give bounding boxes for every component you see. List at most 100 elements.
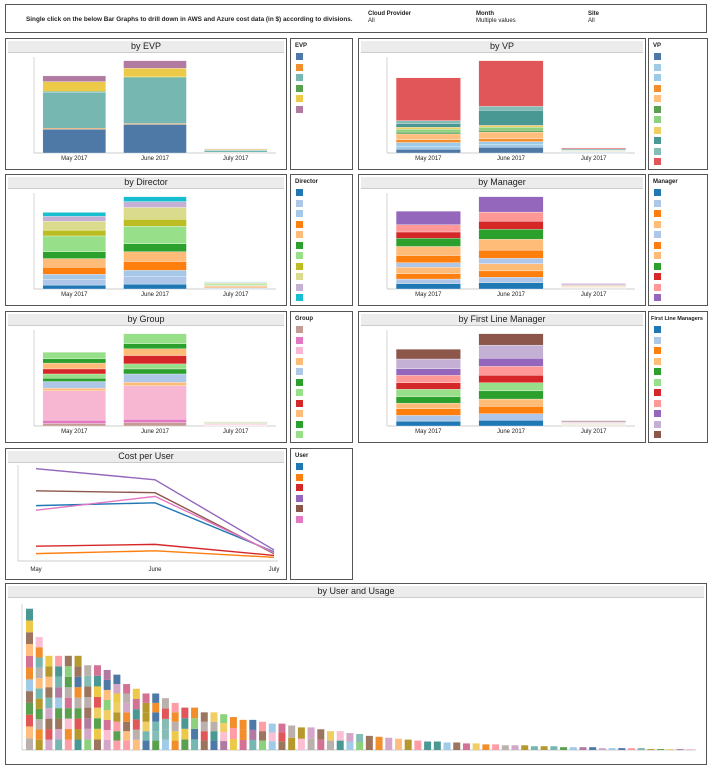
bar-segment[interactable] (26, 679, 33, 692)
bar-segment[interactable] (45, 655, 53, 667)
bar-segment[interactable] (346, 733, 354, 742)
bar-segment[interactable] (55, 729, 63, 740)
legend-swatch[interactable] (654, 189, 661, 196)
bar-segment[interactable] (395, 133, 461, 140)
bar-segment[interactable] (113, 684, 121, 694)
bar-segment[interactable] (26, 738, 33, 750)
bar-segment[interactable] (478, 106, 544, 111)
bar-segment[interactable] (35, 647, 43, 658)
bar-segment[interactable] (249, 739, 257, 750)
bar-segment[interactable] (268, 732, 276, 742)
bar-segment[interactable] (42, 229, 106, 237)
bar-segment[interactable] (35, 719, 43, 730)
bar-segment[interactable] (395, 123, 461, 128)
bar-segment[interactable] (288, 725, 296, 738)
bar-segment[interactable] (132, 688, 140, 699)
series-line[interactable] (35, 543, 275, 557)
bar-segment[interactable] (414, 740, 422, 750)
legend-swatch[interactable] (296, 420, 303, 428)
bar-segment[interactable] (55, 739, 63, 750)
bar-segment[interactable] (84, 707, 92, 719)
bar-segment[interactable] (132, 739, 140, 750)
legend-swatch[interactable] (654, 105, 661, 113)
bar-segment[interactable] (394, 738, 402, 750)
bar-segment[interactable] (123, 124, 187, 154)
bar-segment[interactable] (123, 712, 131, 722)
legend-swatch[interactable] (654, 231, 661, 238)
bar-segment[interactable] (395, 238, 461, 247)
bar-segment[interactable] (42, 388, 106, 391)
bar-segment[interactable] (478, 239, 544, 251)
bar-segment[interactable] (540, 746, 548, 750)
bar-segment[interactable] (395, 131, 461, 135)
bar-segment[interactable] (42, 216, 106, 222)
bar-segment[interactable] (35, 667, 43, 679)
bar-segment[interactable] (64, 687, 72, 698)
bar-segment[interactable] (42, 91, 106, 129)
bar-segment[interactable] (123, 201, 187, 208)
bar-segment[interactable] (123, 276, 187, 285)
bar-segment[interactable] (171, 731, 179, 741)
bar-segment[interactable] (200, 731, 208, 741)
bar-segment[interactable] (123, 68, 187, 78)
bar-segment[interactable] (204, 150, 268, 153)
bar-segment[interactable] (239, 739, 247, 750)
bar-segment[interactable] (132, 698, 140, 710)
bar-segment[interactable] (676, 749, 684, 750)
bar-segment[interactable] (45, 666, 53, 677)
bar-segment[interactable] (45, 708, 53, 719)
bar-segment[interactable] (103, 699, 111, 710)
stacked-bar-chart[interactable] (6, 312, 288, 444)
legend-swatch[interactable] (654, 95, 661, 102)
bar-segment[interactable] (45, 729, 53, 740)
legend-swatch[interactable] (654, 283, 661, 291)
bar-segment[interactable] (478, 333, 544, 346)
legend-swatch[interactable] (296, 273, 303, 280)
bar-segment[interactable] (93, 739, 101, 750)
bar-segment[interactable] (123, 251, 187, 262)
legend-swatch[interactable] (654, 220, 661, 228)
bar-segment[interactable] (686, 749, 694, 750)
bar-segment[interactable] (123, 355, 187, 365)
bar-segment[interactable] (478, 282, 544, 290)
bar-segment[interactable] (55, 718, 63, 730)
bar-segment[interactable] (478, 147, 544, 154)
bar-segment[interactable] (26, 691, 33, 703)
bar-segment[interactable] (561, 283, 627, 285)
bar-segment[interactable] (55, 697, 63, 709)
bar-segment[interactable] (181, 728, 189, 740)
bar-segment[interactable] (84, 718, 92, 729)
bar-segment[interactable] (472, 743, 480, 750)
bar-segment[interactable] (123, 419, 187, 423)
bar-segment[interactable] (42, 419, 106, 424)
bar-segment[interactable] (268, 741, 276, 750)
bar-segment[interactable] (123, 77, 187, 124)
bar-segment[interactable] (123, 702, 131, 713)
bar-segment[interactable] (478, 398, 544, 407)
legend-swatch[interactable] (296, 357, 303, 365)
bar-segment[interactable] (123, 348, 187, 356)
bar-segment[interactable] (64, 666, 72, 677)
bar-segment[interactable] (346, 741, 354, 750)
legend-swatch[interactable] (296, 262, 303, 270)
bar-segment[interactable] (210, 712, 218, 722)
bar-segment[interactable] (356, 733, 364, 742)
bar-segment[interactable] (26, 608, 33, 621)
bar-segment[interactable] (74, 666, 82, 677)
legend-swatch[interactable] (296, 241, 303, 249)
legend-swatch[interactable] (654, 399, 661, 407)
bar-segment[interactable] (521, 745, 529, 750)
legend-swatch[interactable] (654, 84, 661, 92)
bar-segment[interactable] (307, 738, 315, 750)
bar-segment[interactable] (249, 719, 257, 730)
bar-segment[interactable] (132, 709, 140, 720)
bar-segment[interactable] (478, 344, 544, 359)
legend-swatch[interactable] (654, 252, 661, 259)
bar-segment[interactable] (395, 262, 461, 268)
bar-segment[interactable] (123, 368, 187, 375)
bar-segment[interactable] (26, 644, 33, 656)
bar-segment[interactable] (395, 211, 461, 225)
bar-segment[interactable] (200, 712, 208, 722)
series-line[interactable] (35, 495, 275, 554)
bar-segment[interactable] (74, 739, 82, 750)
